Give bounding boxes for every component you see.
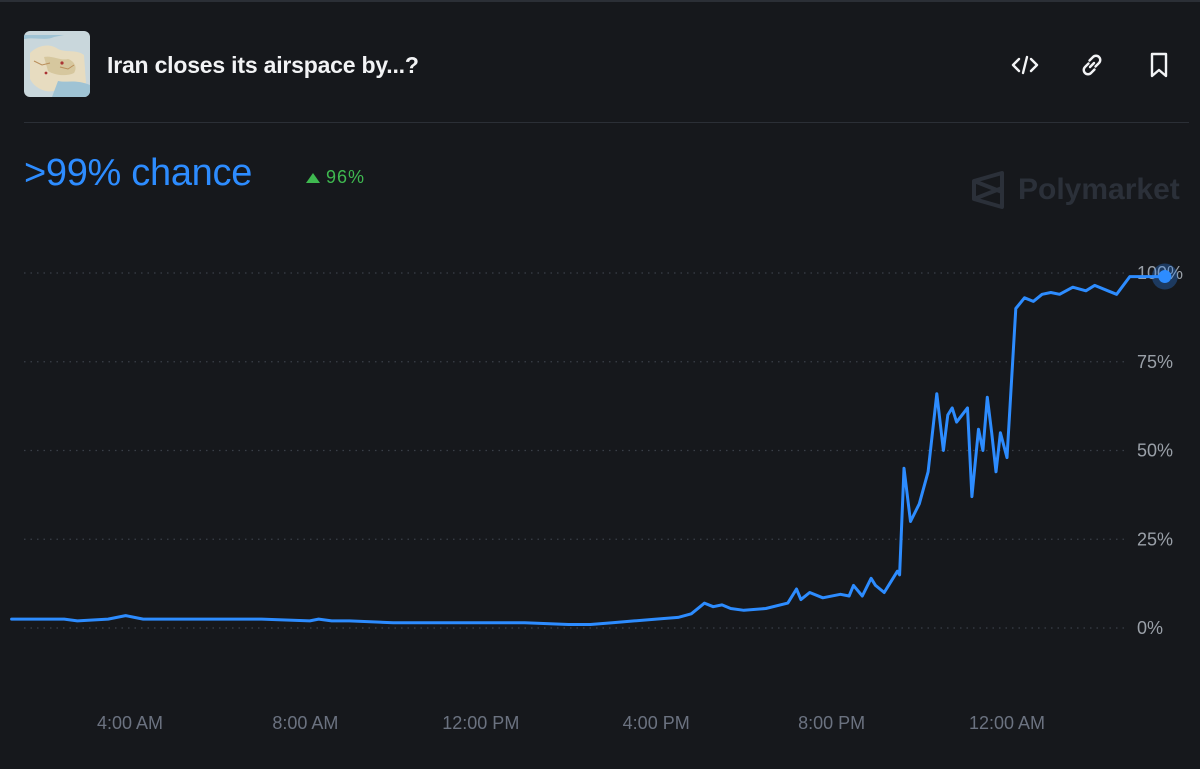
y-tick-label: 50% [1137, 441, 1173, 461]
change-value: 96% [326, 167, 366, 187]
chart-grid [24, 272, 1125, 629]
brand-watermark: Polymarket [970, 170, 1180, 210]
iran-map-thumbnail [24, 31, 90, 97]
brand-name: Polymarket [1018, 173, 1180, 206]
top-border [0, 0, 1200, 2]
header-divider [24, 122, 1189, 123]
current-point [1158, 270, 1172, 284]
series-line [10, 275, 1167, 626]
polymarket-logo-icon [972, 171, 1004, 209]
up-triangle-icon [306, 172, 320, 183]
copy-link-button[interactable] [1076, 49, 1108, 81]
link-icon [1082, 54, 1102, 76]
bookmark-button[interactable] [1143, 49, 1175, 81]
embed-button[interactable] [1009, 49, 1041, 81]
x-tick-label: 4:00 PM [623, 713, 690, 733]
x-tick-label: 8:00 AM [272, 713, 338, 733]
chance-label: >99% chance [24, 152, 253, 194]
x-tick-label: 8:00 PM [798, 713, 865, 733]
market-title: Iran closes its airspace by...? [107, 52, 419, 78]
bookmark-icon [1150, 52, 1168, 78]
y-tick-label: 0% [1137, 618, 1163, 638]
x-tick-label: 12:00 PM [442, 713, 519, 733]
y-tick-label: 75% [1137, 352, 1173, 372]
chart-series [10, 263, 1178, 626]
x-axis: 4:00 AM 8:00 AM 12:00 PM 4:00 PM 8:00 PM 12:0… [97, 713, 1045, 733]
code-icon [1011, 55, 1039, 75]
change-indicator: 96% [306, 167, 365, 188]
y-axis: 0%25%50%75%100% [1137, 263, 1183, 638]
y-tick-label: 25% [1137, 529, 1173, 549]
x-tick-label: 4:00 AM [97, 713, 163, 733]
x-tick-label: 12:00 AM [969, 713, 1045, 733]
market-header: Iran closes its airspace by...? [24, 31, 1200, 97]
